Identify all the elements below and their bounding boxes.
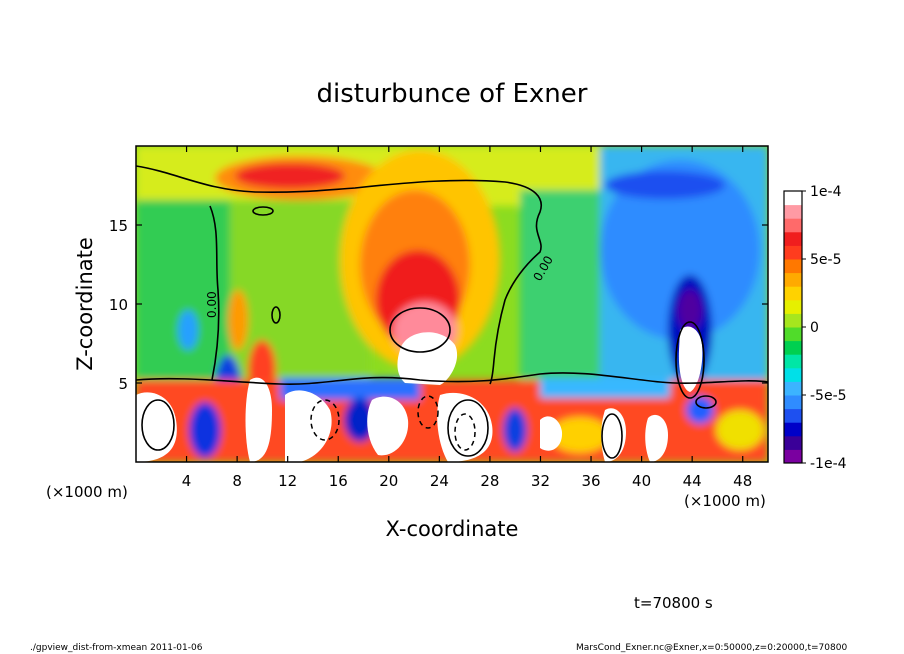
field-right-purple — [678, 290, 702, 330]
x-tick-label: 12 — [278, 472, 297, 490]
y-axis: 5 10 15 — [109, 217, 768, 393]
x-tick-label: 8 — [232, 472, 242, 490]
x-tick-label: 28 — [480, 472, 499, 490]
time-label: t=70800 s — [634, 594, 713, 612]
colorbar-swatch — [784, 449, 802, 464]
contour-upper — [136, 165, 542, 385]
x-tick-label: 16 — [329, 472, 348, 490]
colorbar-label: 5e-5 — [810, 252, 841, 268]
colorbar-swatch — [784, 245, 802, 260]
field-lower-blue-right — [540, 378, 670, 398]
field-lower-yellow-2 — [716, 410, 764, 450]
x-axis: 4 8 12 16 20 24 28 32 36 40 44 48 — [182, 146, 752, 490]
core-central — [397, 332, 458, 385]
colorbar-swatch — [784, 367, 802, 382]
y-tick-label: 10 — [109, 296, 128, 314]
dashed-loop-2 — [417, 395, 439, 429]
dashed-loop-3 — [454, 413, 476, 451]
dashed-loop-1 — [310, 399, 340, 441]
core-right-3 — [645, 414, 668, 462]
x-tick-label: 40 — [632, 472, 651, 490]
colorbar-label: -1e-4 — [810, 456, 847, 472]
colorbar-swatch — [784, 218, 802, 233]
core-left-2 — [245, 377, 272, 462]
contour-lower-boundary — [136, 372, 768, 385]
x-tick-label: 24 — [430, 472, 449, 490]
contour-loop-4 — [675, 321, 705, 399]
colorbar-swatch — [784, 327, 802, 342]
core-mid-1 — [285, 390, 332, 462]
core-center — [437, 392, 493, 462]
negative-contours — [310, 395, 476, 451]
x-axis-label: X-coordinate — [386, 517, 519, 541]
contour-loop-6 — [447, 399, 489, 457]
colorbar-swatch — [784, 272, 802, 287]
x-unit-left: (×1000 m) — [46, 483, 128, 501]
core-left-1 — [136, 392, 177, 462]
colorbar-label: 1e-4 — [810, 184, 842, 200]
colorbar-swatch — [784, 191, 802, 206]
x-tick-label: 20 — [379, 472, 398, 490]
contour-label: 0.00 — [205, 291, 219, 318]
contour-left-drop — [209, 205, 220, 381]
field-lower-blue-4 — [686, 396, 714, 424]
y-tick-label: 5 — [118, 375, 128, 393]
core-mid-2 — [367, 396, 409, 456]
colorbar-swatch — [784, 395, 802, 410]
y-tick-label: 15 — [109, 217, 128, 235]
x-tick-label: 4 — [182, 472, 192, 490]
colorbar-swatch — [784, 259, 802, 274]
colorbar-label: -5e-5 — [810, 388, 847, 404]
field-lower-yellow-1 — [550, 417, 610, 453]
field-left-cyan-spot — [178, 310, 198, 350]
zero-contours — [136, 165, 768, 459]
plot-area — [136, 146, 768, 462]
colorbar-swatch — [784, 231, 802, 246]
field-upper-right-blue — [605, 171, 725, 199]
colorbar-swatch — [784, 340, 802, 355]
x-tick-label: 44 — [683, 472, 702, 490]
contour-loop-3 — [389, 307, 451, 353]
field-right-blue — [600, 160, 760, 340]
colorbar-swatch — [784, 435, 802, 450]
field-lower-blue-1 — [189, 402, 221, 458]
contour-loop-7 — [601, 413, 623, 459]
field-left-green — [136, 200, 246, 380]
x-tick-label: 36 — [581, 472, 600, 490]
chart-title: disturbunce of Exner — [317, 79, 588, 109]
colorbar-swatch — [784, 286, 802, 301]
colorbar-swatch — [784, 354, 802, 369]
x-tick-label: 32 — [531, 472, 550, 490]
contour-loop-8 — [695, 395, 717, 409]
contour-loop-5 — [141, 399, 175, 451]
colorbar-swatch — [784, 299, 802, 314]
x-unit-right: (×1000 m) — [684, 492, 766, 510]
core-right-1 — [540, 416, 563, 451]
colorbar-swatch — [784, 381, 802, 396]
colorbar-swatch — [784, 313, 802, 328]
contour-loop-2 — [271, 306, 281, 324]
field-left-orange-col — [228, 290, 248, 350]
colorbar-swatch — [784, 422, 802, 437]
contour-loop-1 — [252, 206, 274, 216]
colorbar-swatch — [784, 408, 802, 423]
field-lower-blue-3 — [503, 408, 527, 452]
field-upper-red — [235, 163, 345, 189]
core-right — [678, 326, 703, 392]
colorbar: 1e-4 5e-5 0 -5e-5 -1e-4 — [783, 184, 847, 472]
footer-left: ./gpview_dist-from-xmean 2011-01-06 — [30, 643, 203, 653]
x-tick-label: 48 — [733, 472, 752, 490]
y-axis-label: Z-coordinate — [73, 237, 97, 371]
footer-right: MarsCond_Exner.nc@Exner,x=0:50000,z=0:20… — [576, 643, 847, 653]
colorbar-swatch — [784, 204, 802, 219]
colorbar-label: 0 — [810, 320, 819, 336]
